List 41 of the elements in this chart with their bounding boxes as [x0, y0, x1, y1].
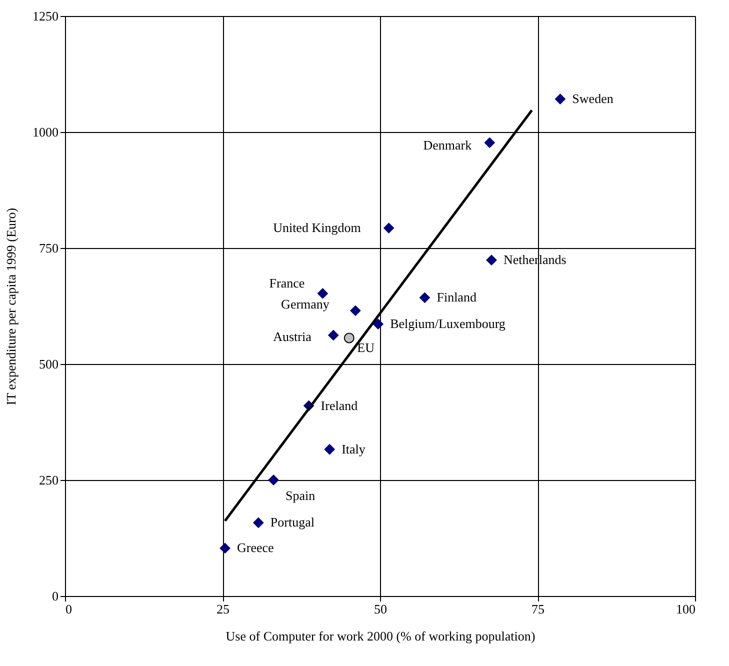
- point: [268, 474, 279, 486]
- annotation: Greece: [237, 540, 274, 556]
- x-tick-label: 25: [216, 602, 230, 616]
- annotation: Sweden: [572, 91, 614, 106]
- x-tick-label: 75: [532, 602, 544, 616]
- annotation: Spain: [286, 488, 316, 503]
- point: [350, 305, 361, 316]
- annotation: Portugal: [270, 514, 315, 530]
- annotation: Finland: [436, 290, 477, 305]
- point: [328, 330, 339, 340]
- point: [486, 254, 497, 266]
- y-tick-label: 750: [39, 240, 58, 256]
- y-tick-label: 1000: [32, 124, 58, 140]
- annotation: United Kingdom: [273, 220, 361, 236]
- y-tick-label: 1250: [32, 8, 58, 24]
- y-tick-label: 250: [39, 472, 58, 488]
- point: [384, 222, 394, 234]
- annotation: Austria: [273, 329, 312, 344]
- point: [253, 517, 264, 528]
- point: [484, 137, 495, 148]
- point: [324, 444, 335, 455]
- annotation: Italy: [342, 441, 366, 456]
- point: [344, 332, 354, 344]
- x-tick-label: 100: [676, 602, 696, 616]
- annotation: Germany: [281, 296, 330, 312]
- y-tick-label: 0: [52, 588, 58, 604]
- y-axis-title: IT expenditure per capita 1999 (Euro): [4, 208, 18, 406]
- annotation: EU: [357, 340, 376, 356]
- annotation: Ireland: [320, 398, 358, 413]
- point: [372, 318, 384, 330]
- x-axis-title: Use of Computer for work 2000 (% of working population): [226, 628, 536, 644]
- point: [419, 292, 430, 303]
- annotation: Belgium/Luxembourg: [390, 316, 506, 332]
- point: [317, 288, 328, 299]
- x-tick-label: 50: [374, 602, 387, 616]
- annotation: France: [269, 275, 305, 290]
- y-tick-label: 500: [39, 356, 58, 372]
- x-tick-label: 0: [66, 602, 72, 616]
- annotation: Denmark: [423, 138, 472, 153]
- point: [220, 542, 230, 554]
- point: [554, 94, 566, 104]
